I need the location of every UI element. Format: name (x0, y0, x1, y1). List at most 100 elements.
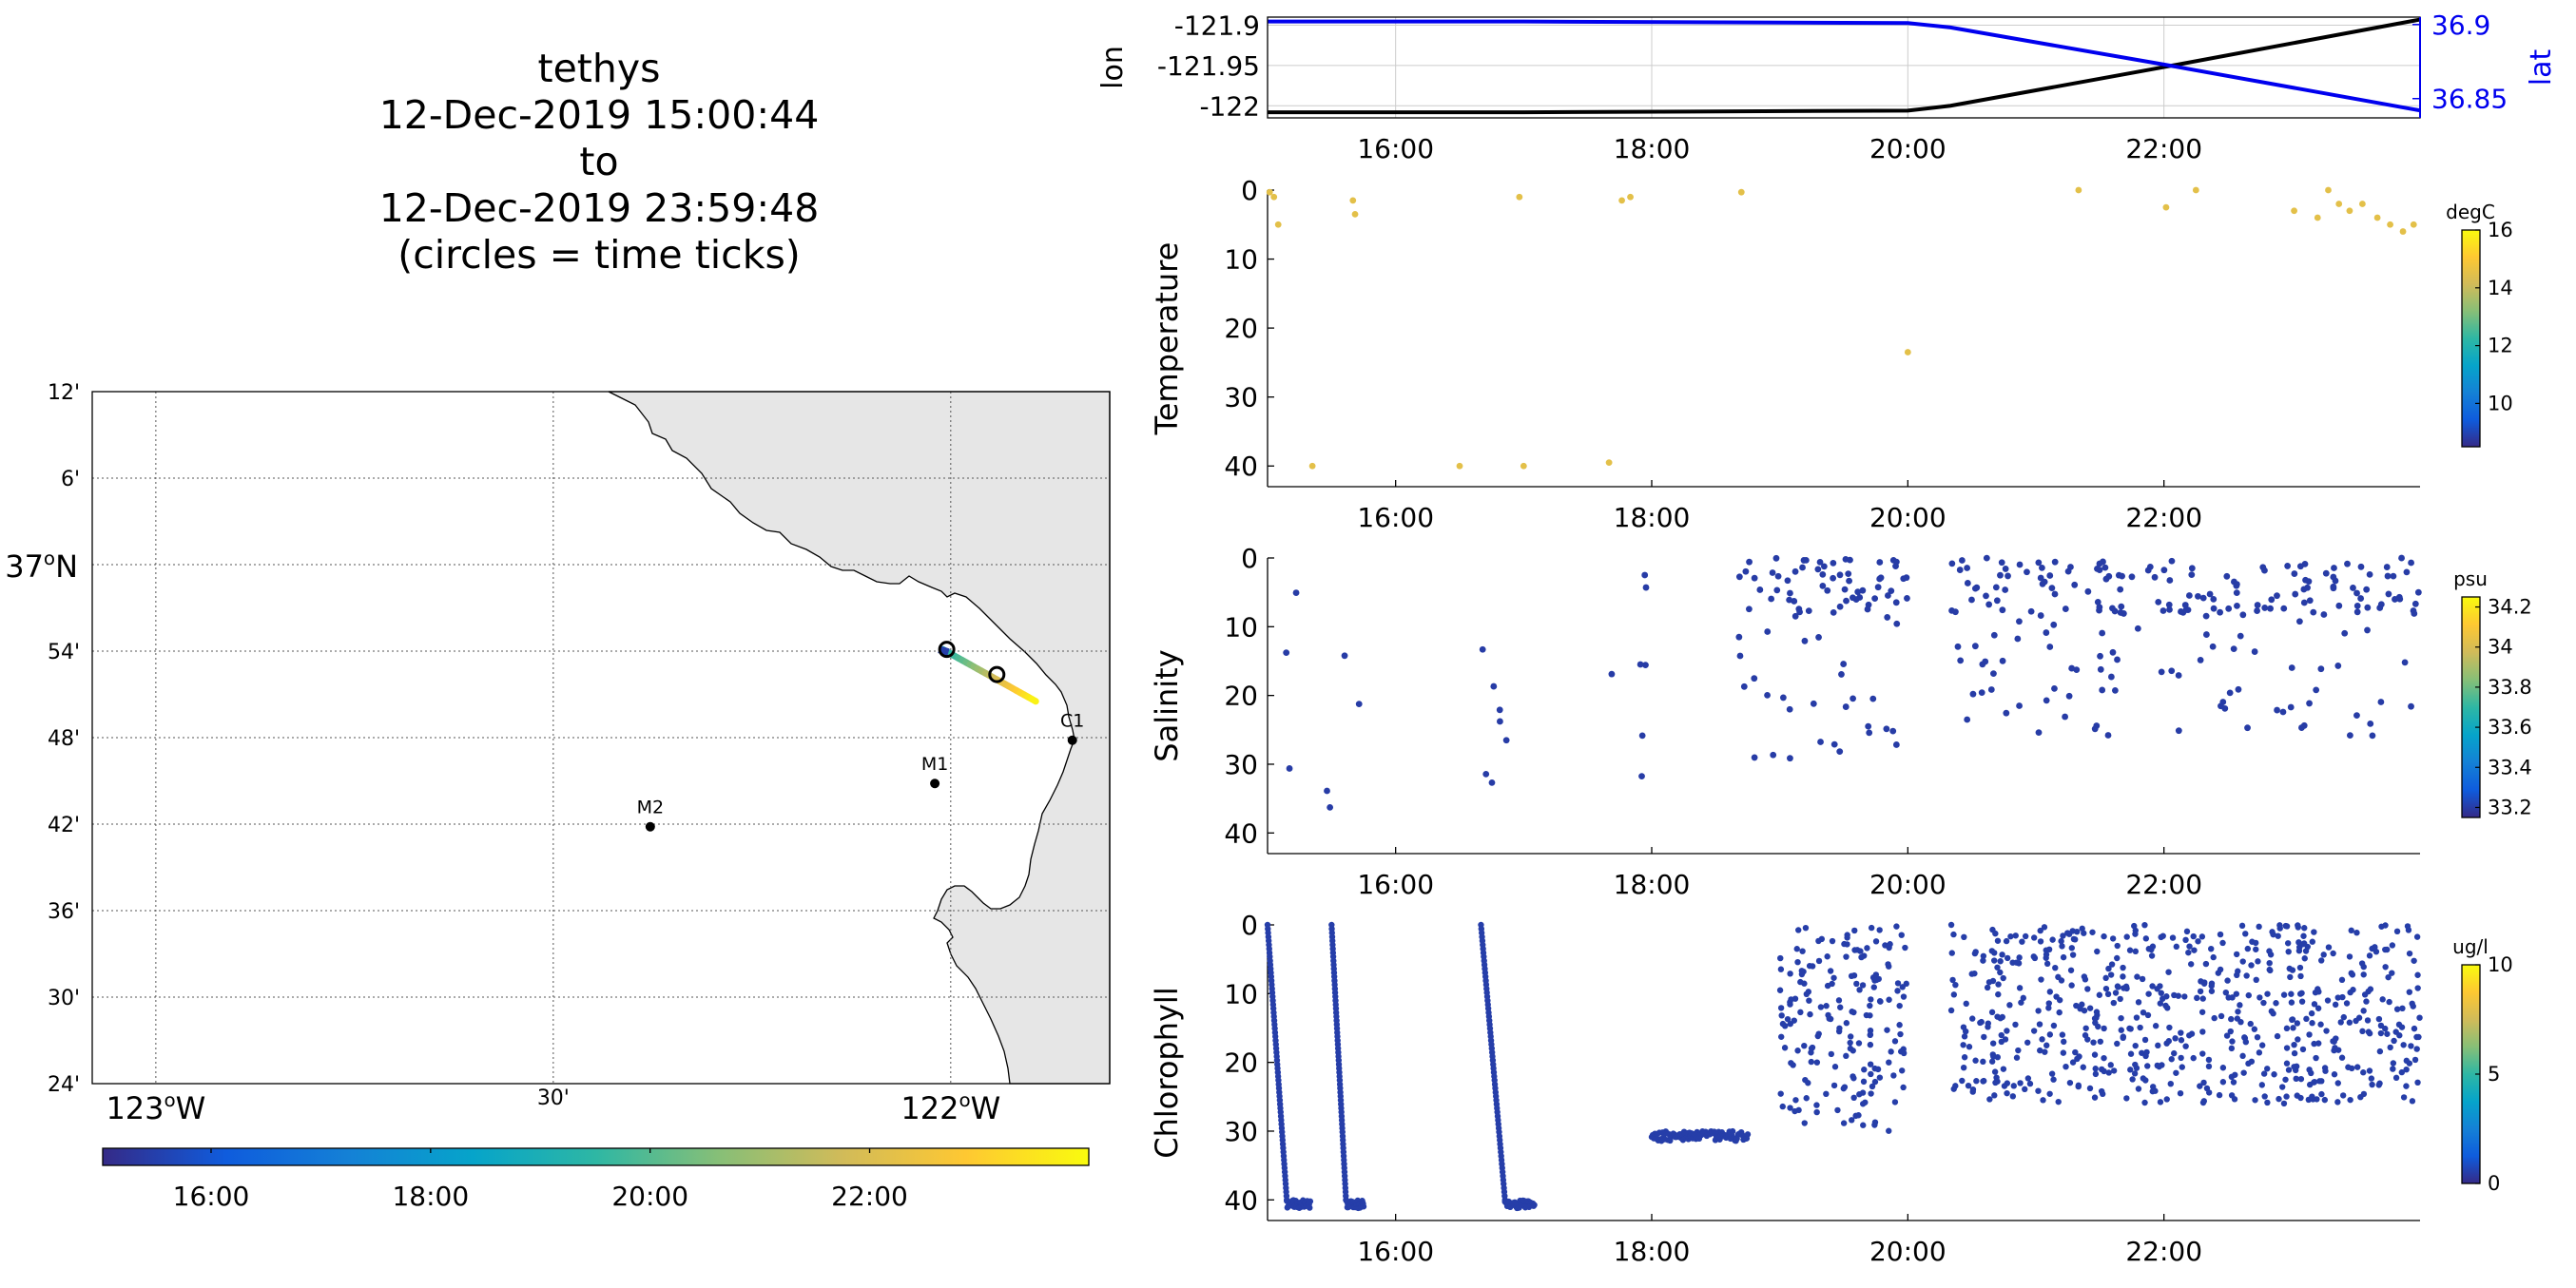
chlorophyll-point (2107, 1062, 2114, 1068)
salinity-point (2027, 607, 2035, 615)
salinity-point (1964, 580, 1971, 586)
chlorophyll-point (2386, 998, 2392, 1006)
chlorophyll-point (2413, 933, 2421, 940)
salinity-point (1971, 585, 1979, 592)
colorbar-tick-label: 10 (2488, 392, 2513, 414)
chlorophyll-point (2253, 946, 2259, 952)
salinity-point (2128, 573, 2136, 581)
salinity-point (1884, 614, 1891, 621)
chlorophyll-point (2167, 1080, 2174, 1087)
salinity-point (2102, 575, 2110, 583)
chlorophyll-point (1896, 1002, 1903, 1009)
chlorophyll-point (1801, 980, 1808, 987)
chlorophyll-point (2332, 1001, 2339, 1009)
chlorophyll-point (1972, 949, 1979, 955)
salinity-point (2239, 611, 2247, 619)
chlorophyll-point (1830, 1082, 1838, 1089)
chlorophyll-point (1981, 1033, 1987, 1041)
salinity-point (1769, 569, 1776, 576)
salinity-point (1637, 661, 1644, 668)
chlorophyll-point (2141, 1036, 2149, 1044)
chlorophyll-point (1900, 993, 1908, 1000)
chlorophyll-point (2081, 930, 2087, 936)
salinity-point (2146, 563, 2154, 570)
chlorophyll-point (2334, 1080, 2341, 1086)
chlorophyll-point (2045, 1000, 2052, 1007)
colorbar-unit-label: psu (2453, 567, 2488, 590)
salinity-point (1764, 691, 1771, 699)
time-tick-label: 16:00 (1357, 869, 1434, 900)
salinity-point (1997, 571, 2004, 579)
chlorophyll-point (2355, 1014, 2363, 1021)
temperature-point (2314, 214, 2321, 221)
chlorophyll-point (2101, 932, 2107, 940)
salinity-point (2188, 571, 2196, 579)
chlorophyll-point (2297, 1094, 2304, 1102)
chlorophyll-point (1989, 1040, 1997, 1047)
chlorophyll-point (2232, 1071, 2238, 1078)
chlorophyll-point (2101, 1067, 2107, 1075)
salinity-point (2107, 673, 2115, 681)
chlorophyll-point (2118, 1027, 2124, 1033)
salinity-point (2051, 590, 2059, 598)
chlorophyll-point (1829, 937, 1836, 945)
chlorophyll-point (1988, 1058, 1996, 1065)
colorbar-unit-label: ug/l (2452, 935, 2489, 958)
salinity-point (1820, 563, 1828, 570)
chlorophyll-point (2256, 923, 2262, 931)
salinity-point (1488, 779, 1496, 786)
time-colorbar-tick-label: 20:00 (611, 1181, 688, 1212)
chlorophyll-point (2086, 1085, 2094, 1092)
temperature-point (1274, 221, 1282, 228)
salinity-point (2357, 595, 2365, 602)
salinity-point (1792, 612, 1799, 620)
chlorophyll-point (2198, 933, 2206, 940)
salinity-point (2199, 594, 2207, 602)
chlorophyll-point (2237, 1002, 2243, 1009)
time-tick-label: 20:00 (1869, 1236, 1947, 1267)
chlorophyll-point (1868, 1090, 1874, 1097)
chlorophyll-point (2318, 1090, 2325, 1098)
salinity-point (2005, 572, 2011, 580)
chlorophyll-point (2179, 1064, 2185, 1070)
chlorophyll-point (2182, 1043, 2189, 1049)
chlorophyll-point (2258, 1082, 2266, 1088)
salinity-point (2330, 585, 2337, 592)
chlorophyll-point (2056, 1009, 2063, 1016)
chlorophyll-point (2030, 1028, 2038, 1034)
salinity-point (1740, 682, 1748, 690)
chlorophyll-point (2260, 1070, 2268, 1077)
chlorophyll-point (1952, 981, 1959, 989)
chlorophyll-point (2052, 964, 2059, 971)
chlorophyll-point (1960, 1024, 1967, 1030)
salinity-point (1792, 567, 1799, 575)
salinity-point (1292, 589, 1300, 596)
chlorophyll-point (2368, 1075, 2375, 1082)
chlorophyll-point (2046, 989, 2054, 995)
salinity-point (2175, 727, 2182, 735)
salinity-point (2408, 702, 2414, 710)
temperature-point (1308, 462, 1316, 470)
chlorophyll-point (1837, 1004, 1844, 1010)
chlorophyll-point (2152, 1023, 2160, 1029)
temperature-point (1618, 197, 1625, 204)
chlorophyll-point (2132, 1061, 2139, 1068)
chlorophyll-point (2242, 931, 2249, 937)
chlorophyll-point (1791, 1017, 1797, 1024)
salinity-point (1479, 645, 1486, 653)
chlorophyll-point (1817, 1004, 1825, 1010)
chlorophyll-point (1872, 971, 1880, 978)
figure-title: tethys 12-Dec-2019 15:00:44 to 12-Dec-20… (314, 46, 884, 279)
chlorophyll-point (2311, 1001, 2318, 1008)
chlorophyll-point (2266, 948, 2273, 954)
salinity-point (2367, 720, 2374, 727)
chlorophyll-point (2399, 1005, 2406, 1012)
chlorophyll-point (2308, 1069, 2315, 1077)
salinity-point (2320, 611, 2328, 618)
chlorophyll-point (1999, 952, 2005, 958)
chlorophyll-point (2298, 990, 2305, 996)
salinity-point (2268, 596, 2276, 604)
chlorophyll-point (2178, 1029, 2184, 1036)
salinity-point (1956, 567, 1964, 573)
